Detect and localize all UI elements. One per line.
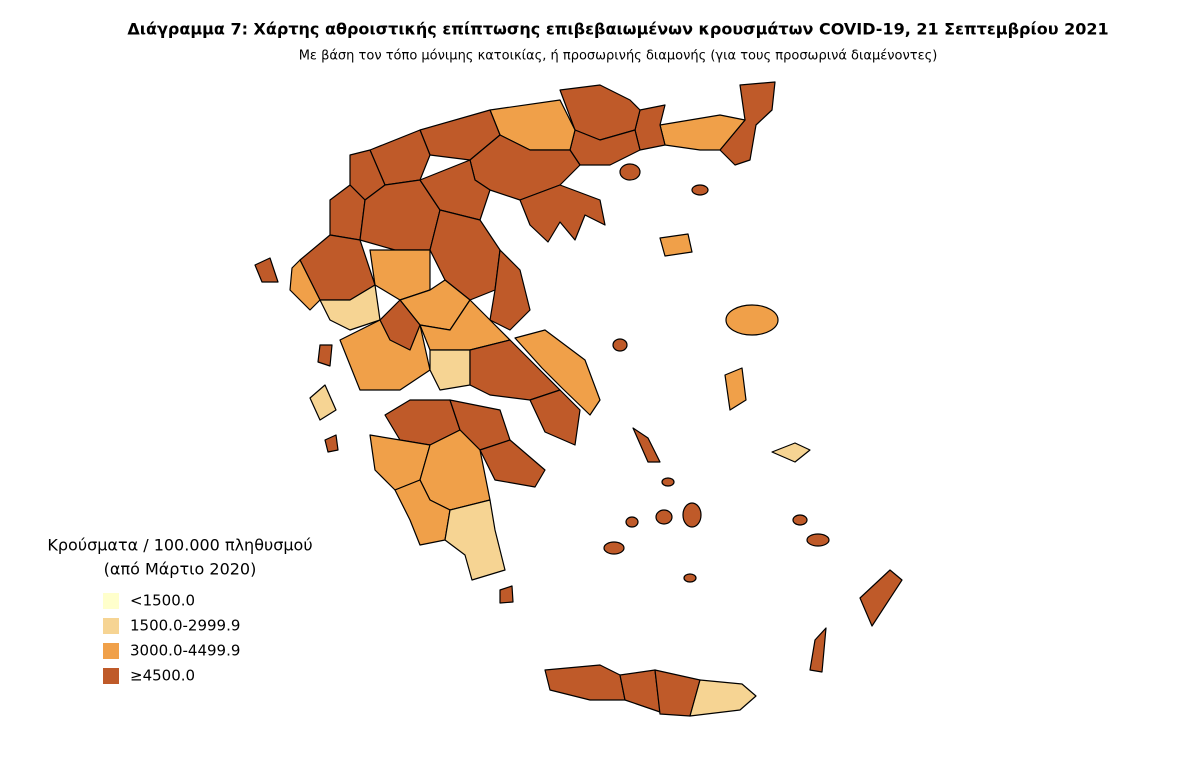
legend-swatch xyxy=(103,593,119,609)
region xyxy=(603,541,625,555)
region xyxy=(806,533,830,547)
region xyxy=(444,499,506,581)
region xyxy=(519,184,606,243)
region xyxy=(771,442,811,463)
title: Διάγραμμα 7: Χάρτης αθροιστικής επίπτωση… xyxy=(127,20,1108,39)
region xyxy=(379,299,421,351)
legend-label: 3000.0-4499.9 xyxy=(130,642,240,660)
region xyxy=(792,514,808,526)
region xyxy=(682,502,702,528)
legend-swatch xyxy=(103,643,119,659)
region xyxy=(625,516,639,528)
region xyxy=(689,679,757,717)
legend: <1500.0 1500.0-2999.9 3000.0-4499.9 ≥4500.0 xyxy=(103,592,240,685)
region xyxy=(612,338,628,352)
region xyxy=(725,304,779,336)
region xyxy=(655,509,673,525)
region xyxy=(809,627,827,673)
legend-label: 1500.0-2999.9 xyxy=(130,617,240,635)
subtitle: Με βάση τον τόπο μόνιμης κατοικίας, ή πρ… xyxy=(299,49,938,64)
region xyxy=(529,389,581,446)
legend-swatch xyxy=(103,668,119,684)
region xyxy=(479,439,546,488)
region xyxy=(859,569,903,627)
legend-swatch xyxy=(103,618,119,634)
region xyxy=(619,669,661,713)
region xyxy=(619,163,641,181)
region xyxy=(289,259,321,311)
region xyxy=(254,257,279,283)
region xyxy=(661,477,675,487)
region xyxy=(309,384,337,421)
region xyxy=(724,367,747,411)
region xyxy=(514,329,601,416)
region xyxy=(324,434,339,453)
region xyxy=(683,573,697,583)
legend-label: <1500.0 xyxy=(130,592,195,610)
region xyxy=(317,344,333,367)
region xyxy=(429,349,471,391)
legend-title: (από Μάρτιο 2020) xyxy=(104,560,257,579)
legend-title: Κρούσματα / 100.000 πληθυσμού xyxy=(47,536,312,555)
legend-label: ≥4500.0 xyxy=(130,667,195,685)
map xyxy=(254,81,903,717)
region xyxy=(691,184,709,196)
region xyxy=(632,427,661,463)
region xyxy=(499,585,514,604)
region xyxy=(659,233,693,257)
region xyxy=(544,664,626,701)
